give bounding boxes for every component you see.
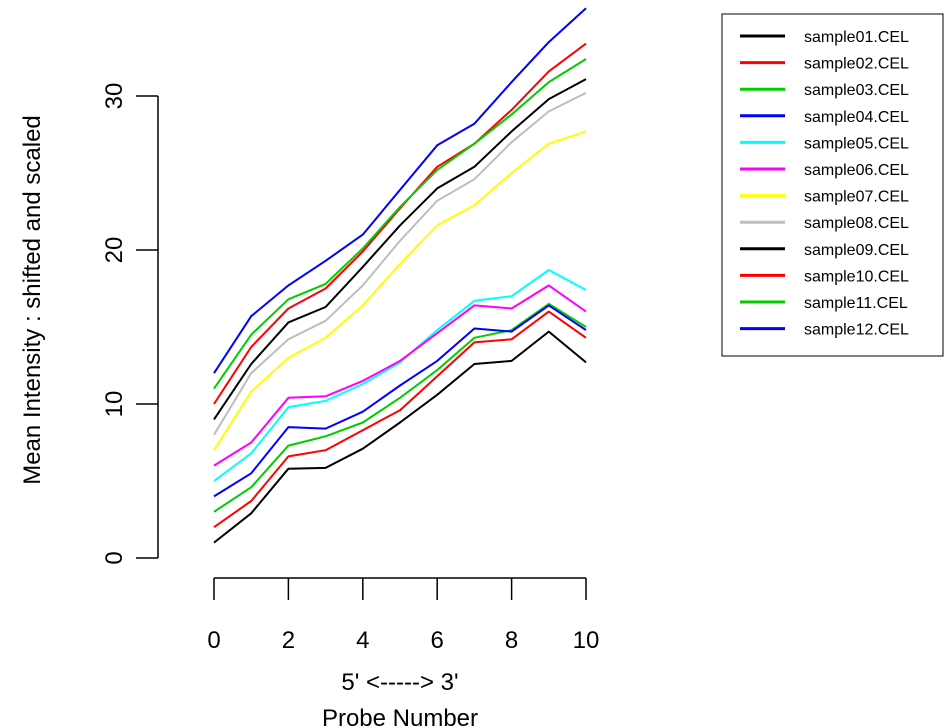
- legend-label-4: sample04.CEL: [804, 109, 909, 126]
- x-axis: 0 2 4 6 8 10: [207, 577, 600, 654]
- y-tick-label-30: 30: [101, 83, 128, 110]
- legend: sample01.CEL sample02.CEL sample03.CEL samp…: [721, 13, 944, 357]
- series-line-1: [213, 330, 587, 544]
- y-axis: 0 10 20 30: [101, 83, 159, 565]
- x-tick-label-0: 0: [207, 627, 220, 654]
- y-tick-label-20: 20: [101, 237, 128, 264]
- y-axis-title: Mean Intensity : shifted and scaled: [19, 115, 46, 485]
- legend-box: [721, 13, 944, 357]
- y-tick-label-10: 10: [101, 391, 128, 418]
- legend-label-10: sample10.CEL: [804, 268, 909, 285]
- legend-label-12: sample12.CEL: [804, 322, 909, 339]
- x-tick-label-4: 4: [356, 627, 369, 654]
- series-line-5: [213, 269, 587, 482]
- x-axis-title: Probe Number: [322, 705, 478, 728]
- x-tick-label-2: 2: [282, 627, 295, 654]
- legend-label-9: sample09.CEL: [804, 242, 909, 259]
- legend-label-5: sample05.CEL: [804, 135, 909, 152]
- series-line-6: [213, 284, 587, 467]
- series-layer: [213, 7, 587, 544]
- series-line-2: [213, 310, 587, 529]
- x-tick-label-10: 10: [573, 627, 600, 654]
- series-line-7: [213, 130, 587, 451]
- legend-label-1: sample01.CEL: [804, 29, 909, 46]
- legend-label-2: sample02.CEL: [804, 56, 909, 73]
- series-line-8: [213, 92, 587, 436]
- legend-label-8: sample08.CEL: [804, 215, 909, 232]
- x-axis-title-direction: 5' <-----> 3': [341, 669, 458, 696]
- series-line-12: [213, 7, 587, 374]
- series-line-4: [213, 304, 587, 498]
- series-line-9: [213, 78, 587, 420]
- legend-label-3: sample03.CEL: [804, 82, 909, 99]
- y-tick-label-0: 0: [101, 551, 128, 564]
- legend-items: sample01.CEL sample02.CEL sample03.CEL samp…: [740, 29, 909, 339]
- legend-label-6: sample06.CEL: [804, 162, 909, 179]
- series-line-3: [213, 302, 587, 513]
- x-tick-label-6: 6: [431, 627, 444, 654]
- legend-label-7: sample07.CEL: [804, 189, 909, 206]
- legend-label-11: sample11.CEL: [804, 295, 908, 312]
- series-line-11: [213, 58, 587, 390]
- x-tick-label-8: 8: [505, 627, 518, 654]
